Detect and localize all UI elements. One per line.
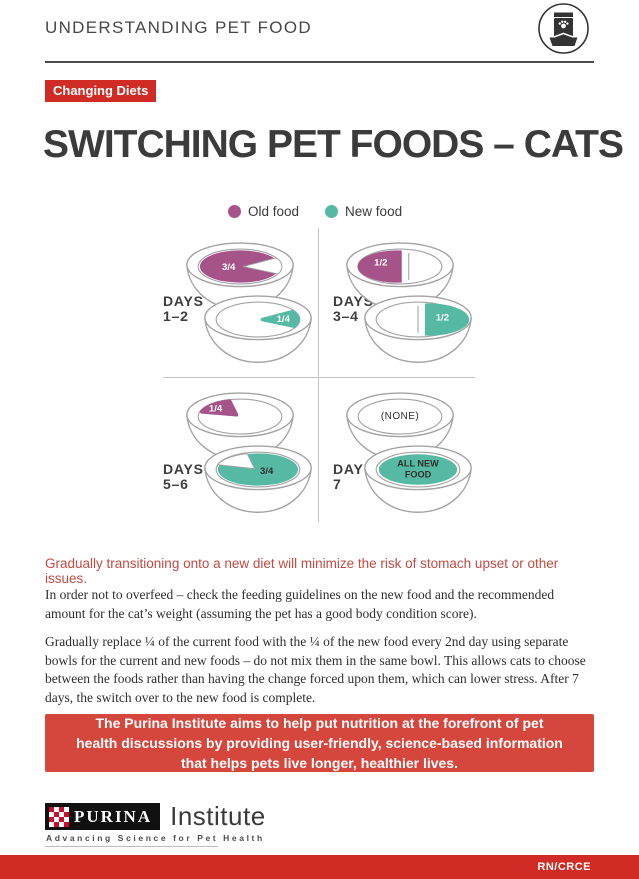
- purina-institute-banner: The Purina Institute aims to help put nu…: [45, 714, 594, 772]
- highlight-sentence: Gradually transitioning onto a new diet …: [45, 556, 559, 586]
- day-range-label: DAYS 3–4: [333, 293, 374, 324]
- purina-logo-box: PURINA: [45, 803, 161, 830]
- svg-text:1/4: 1/4: [277, 314, 291, 325]
- purina-wordmark: PURINA: [74, 806, 153, 826]
- day-range-label: DAYS 1–2: [163, 293, 204, 324]
- diagram-horizontal-divider: [163, 377, 475, 378]
- new-food-bowl: 3/4: [197, 436, 319, 529]
- banner-text: The Purina Institute aims to help put nu…: [76, 715, 563, 771]
- legend-label: New food: [345, 204, 403, 219]
- svg-text:FOOD: FOOD: [405, 469, 432, 479]
- quadrant-days-5-6: DAYS 5–6 1/4 3/4: [159, 378, 319, 528]
- new-food-bowl: ALL NEW FOOD: [357, 436, 479, 529]
- legend-item-old-food: Old food: [228, 204, 299, 219]
- diagram-vertical-divider: [318, 228, 319, 522]
- document-code: RN/CRCE: [537, 861, 591, 873]
- purina-checkerboard-icon: [49, 806, 69, 827]
- svg-text:3/4: 3/4: [260, 466, 274, 477]
- legend-label: Old food: [248, 204, 300, 219]
- tagline-rule: [45, 846, 218, 847]
- legend: Old food New food: [228, 204, 402, 219]
- old-food-dot-icon: [228, 205, 241, 218]
- svg-text:1/4: 1/4: [209, 403, 223, 414]
- topic-badge: Changing Diets: [45, 80, 157, 102]
- paragraph: In order not to overfeed – check the fee…: [45, 587, 555, 621]
- new-food-bowl: 1/2: [357, 286, 479, 379]
- svg-text:ALL NEW: ALL NEW: [397, 458, 439, 468]
- page-title: SWITCHING PET FOODS – CATS: [43, 123, 624, 166]
- header-divider: [45, 61, 594, 63]
- document-header-title: UNDERSTANDING PET FOOD: [45, 18, 312, 37]
- svg-text:1/2: 1/2: [436, 312, 449, 323]
- logo-tagline: Advancing Science for Pet Health: [46, 833, 265, 843]
- bottom-bar: RN/CRCE: [0, 855, 639, 879]
- new-food-dot-icon: [325, 205, 339, 218]
- svg-text:3/4: 3/4: [222, 262, 236, 273]
- quadrant-days-3-4: DAYS 3–4 1/2 1/2: [319, 228, 479, 378]
- quadrant-days-1-2: DAYS 1–2 3/4 1/4: [159, 228, 319, 378]
- svg-text:(NONE): (NONE): [381, 411, 419, 422]
- old-food-bowl: 1/4: [179, 383, 301, 476]
- day-range-label: DAYS 5–6: [163, 461, 204, 492]
- pet-food-bag-and-bowl-icon: [537, 2, 590, 60]
- svg-text:1/2: 1/2: [374, 258, 387, 269]
- purina-institute-logo: PURINA Institute: [45, 801, 266, 832]
- quadrant-day-7: DAY 7 (NONE) ALL NEW FOOD: [319, 378, 479, 528]
- day-range-label: DAY 7: [333, 461, 364, 492]
- paragraph: Gradually replace ¼ of the current food …: [45, 634, 586, 705]
- institute-wordmark: Institute: [170, 801, 266, 831]
- legend-item-new-food: New food: [325, 204, 402, 219]
- transition-diagram: DAYS 1–2 3/4 1/4 DAYS 3–4 1/2 1/2 DAYS 5…: [159, 228, 479, 528]
- new-food-bowl: 1/4: [197, 286, 319, 379]
